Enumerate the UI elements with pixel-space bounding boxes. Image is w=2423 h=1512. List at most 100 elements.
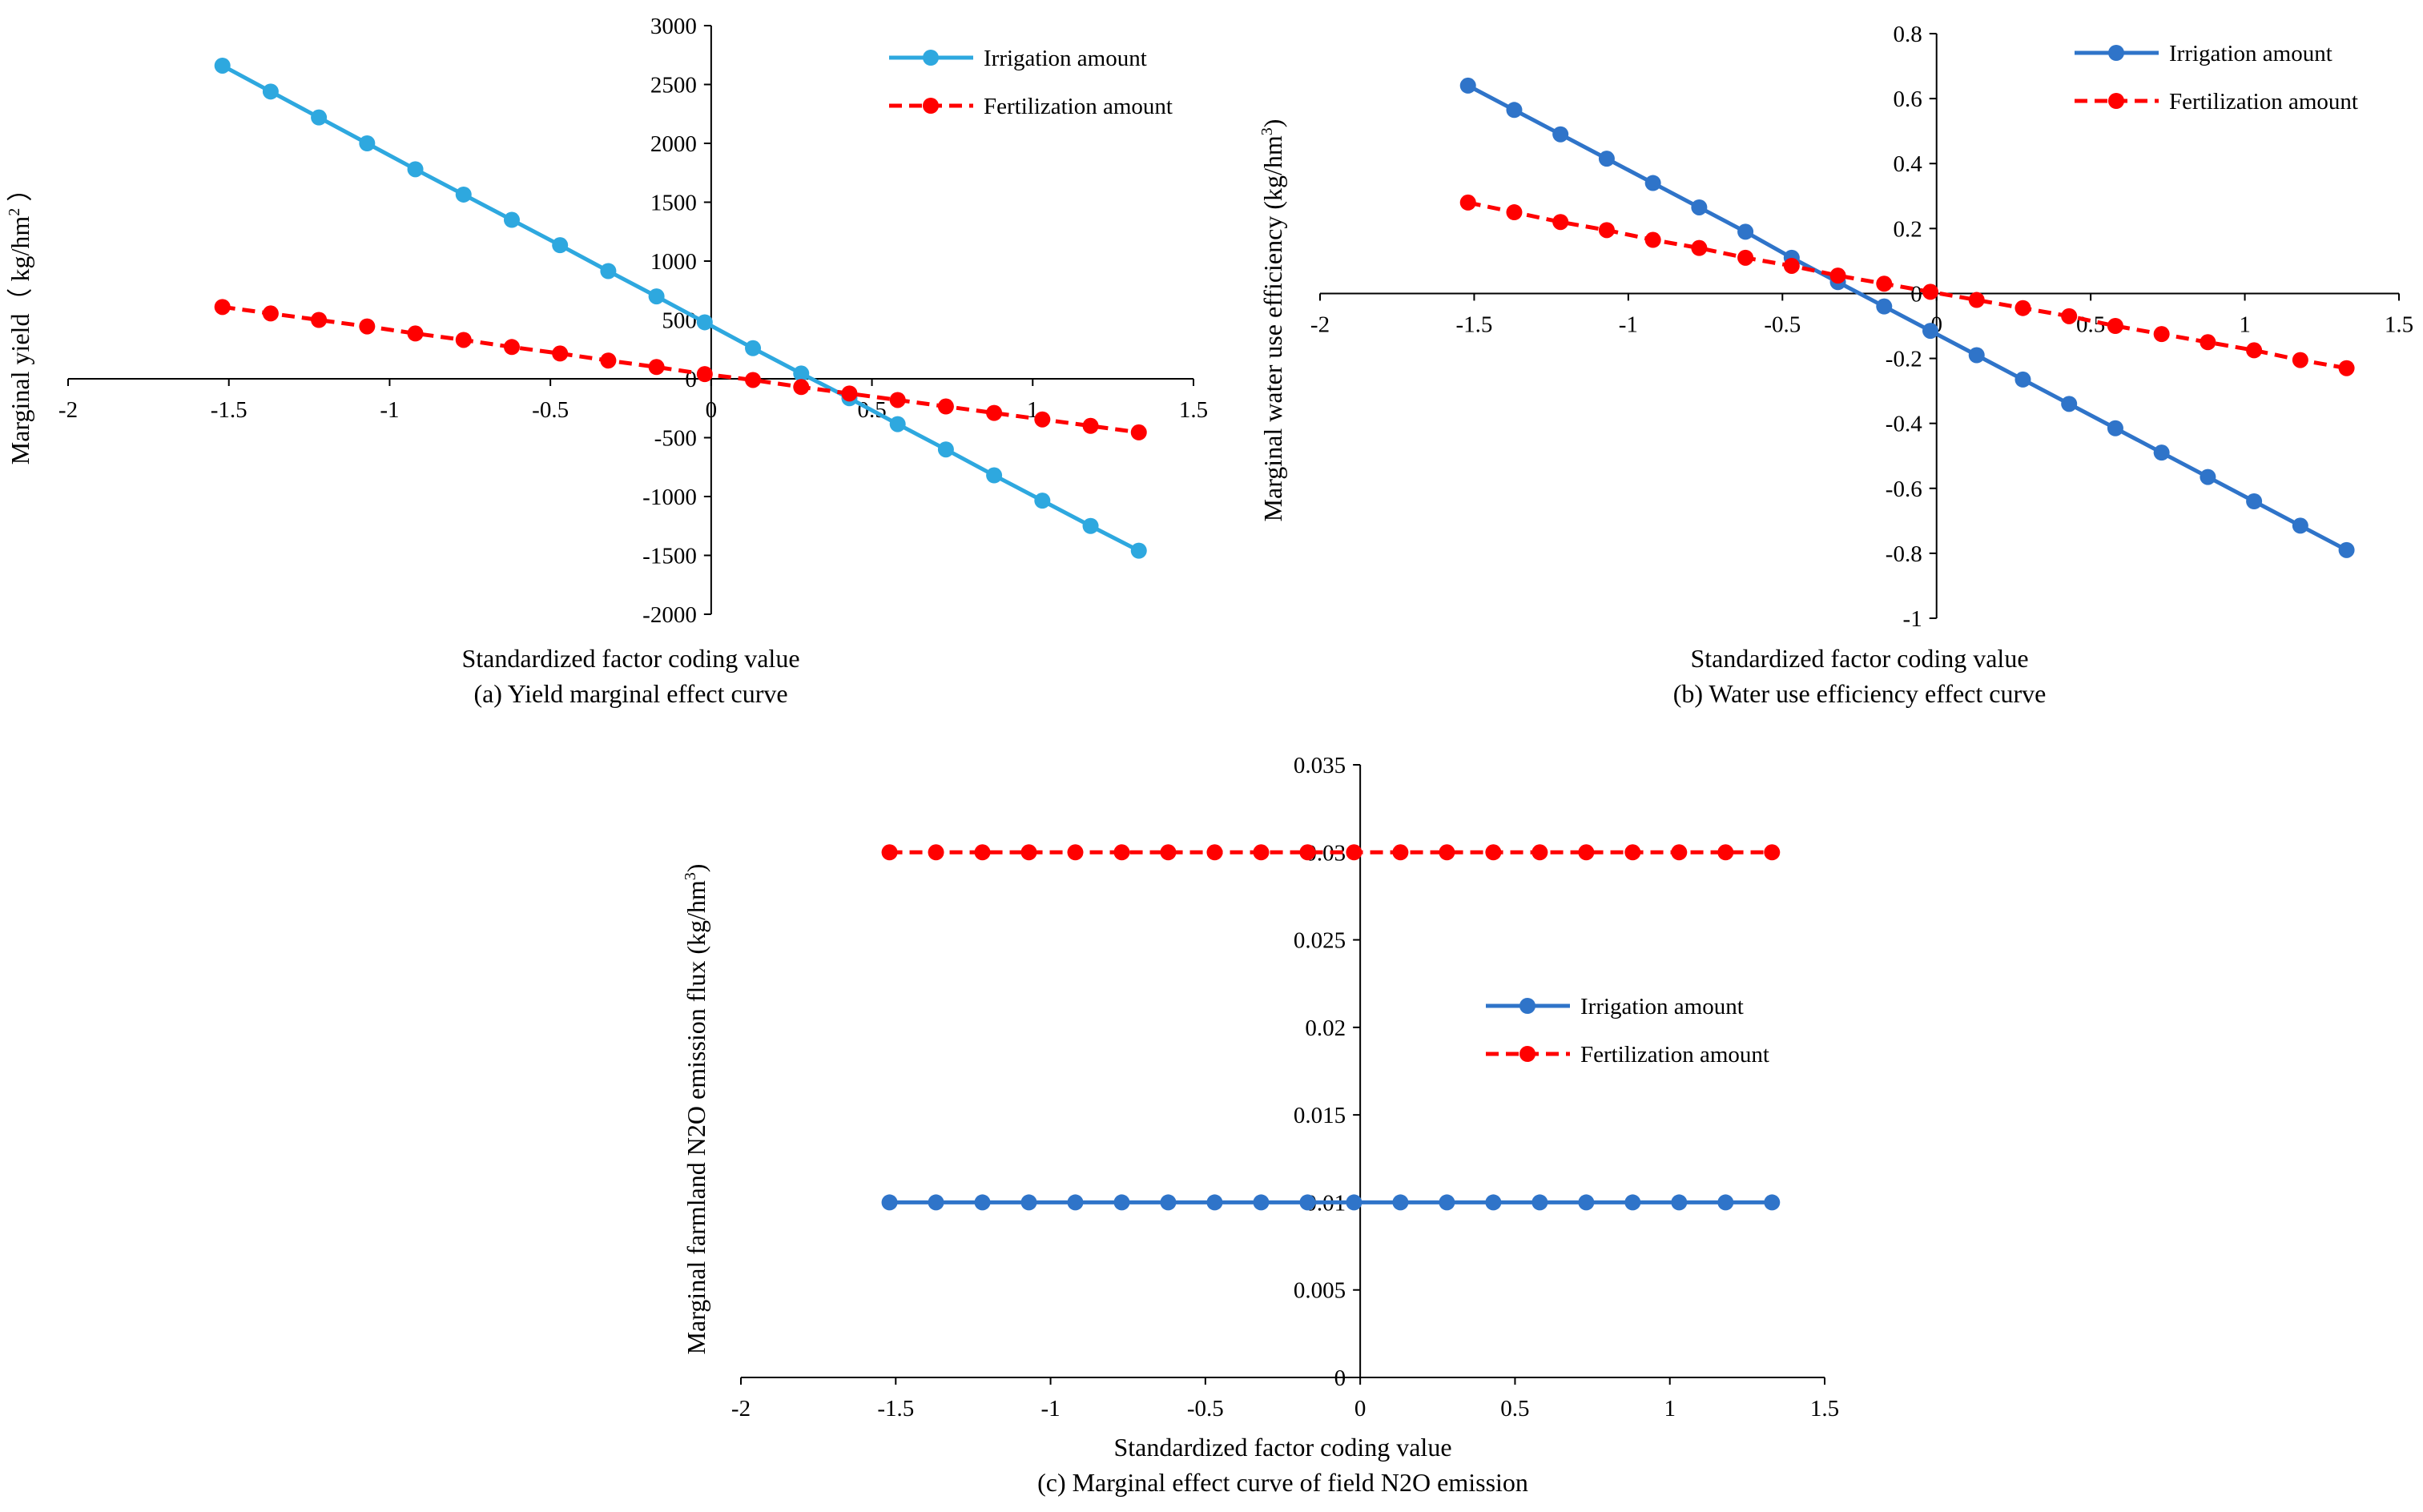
data-point (1459, 77, 1476, 94)
data-point (552, 237, 569, 254)
data-point (1624, 844, 1641, 861)
data-point (1578, 844, 1595, 861)
series-line-irrigation-amount (1467, 83, 2348, 553)
data-point (2292, 352, 2308, 368)
chart-a: -2 -1.5 -1 -0.5 0 0.5 1 1.5-2000-1500-1000-5000… (6, 14, 1208, 708)
chart-c: -2 -1.5 -1 -0.5 0 0.5 1 1.500.0050.010.0150.020… (682, 753, 1839, 1497)
x-tick-label: -1 (1619, 312, 1638, 337)
y-tick-label: -0.4 (1886, 412, 1922, 437)
data-point (1485, 844, 1502, 861)
data-point (841, 385, 858, 402)
data-point (1764, 1194, 1781, 1211)
chart-b: -2 -1.5 -1 -0.5 0 0.5 1 1.5-1-0.8-0.6-0.4-0.200… (1258, 22, 2413, 708)
y-axis-title-exponent: 3 (1258, 127, 1276, 135)
x-tick-label: -2 (731, 1396, 751, 1422)
y-tick-label: -2000 (642, 602, 697, 628)
data-point (2061, 308, 2078, 324)
data-point (1644, 175, 1661, 191)
y-tick-label: 0.025 (1294, 928, 1346, 954)
data-point (1392, 844, 1409, 861)
data-point (600, 352, 617, 369)
y-tick-label: 2500 (650, 73, 697, 99)
data-point (1439, 1194, 1455, 1211)
data-point (986, 404, 1003, 421)
data-point (1346, 844, 1362, 861)
series-line-irrigation-amount (221, 63, 1140, 553)
data-point (2246, 342, 2263, 359)
y-tick-label: 1000 (650, 249, 697, 275)
y-tick-label: 3000 (650, 14, 697, 39)
data-point (2107, 318, 2123, 334)
data-point (1764, 844, 1781, 861)
data-point (1130, 542, 1147, 559)
data-point (793, 379, 810, 396)
data-point (1968, 347, 1985, 364)
data-point (1578, 1194, 1595, 1211)
y-tick-label: 0.2 (1893, 216, 1922, 242)
y-axis-title-close: ) (1258, 119, 1287, 128)
y-tick-label: -0.8 (1886, 541, 1922, 567)
data-point (455, 332, 472, 348)
data-point (1968, 292, 1985, 308)
data-point (311, 312, 328, 328)
data-point (214, 57, 231, 74)
y-tick-label: -0.6 (1886, 477, 1922, 502)
data-point (974, 844, 991, 861)
data-point (1552, 126, 1569, 143)
legend-label: Fertilization amount (984, 94, 1173, 119)
x-tick-label: 0.5 (1500, 1396, 1529, 1422)
data-point (1392, 1194, 1409, 1211)
y-axis-title-main: Marginal farmland N2O emission flux (kg/… (682, 880, 710, 1354)
chart-caption: (a) Yield marginal effect curve (473, 679, 787, 708)
y-tick-label: -1000 (642, 485, 697, 510)
data-point (1552, 214, 1569, 231)
data-point (1531, 1194, 1548, 1211)
data-point (793, 365, 810, 382)
data-point (974, 1194, 991, 1211)
legend-label: Fertilization amount (2169, 89, 2358, 115)
legend-swatch-marker (923, 50, 939, 66)
x-tick-label: -1.5 (211, 397, 248, 423)
data-point (407, 325, 424, 342)
legend-swatch-marker (2108, 93, 2124, 109)
data-point (1067, 1194, 1084, 1211)
x-tick-label: 1.5 (1810, 1396, 1839, 1422)
data-point (881, 1194, 898, 1211)
data-point (262, 83, 279, 100)
data-point (1485, 1194, 1502, 1211)
x-tick-label: -2 (58, 397, 78, 423)
x-axis-title: Standardized factor coding value (1690, 644, 2028, 673)
data-point (2107, 420, 2123, 436)
x-tick-label: -1 (1040, 1396, 1060, 1422)
y-tick-label: 500 (662, 308, 697, 334)
legend-label: Irrigation amount (1580, 994, 1744, 1019)
data-point (2292, 517, 2308, 534)
data-point (1691, 199, 1708, 215)
data-point (1253, 844, 1270, 861)
data-point (1020, 1194, 1037, 1211)
data-point (1876, 298, 1893, 315)
data-point (1829, 267, 1846, 284)
data-point (1717, 1194, 1734, 1211)
y-axis-title-exponent: 3 (682, 872, 699, 880)
data-point (407, 161, 424, 178)
x-tick-label: -2 (1310, 312, 1330, 337)
chart-caption: (c) Marginal effect curve of field N2O e… (1037, 1468, 1528, 1497)
data-point (1130, 424, 1147, 440)
y-axis-title-close: ) (682, 864, 710, 873)
data-point (1876, 275, 1893, 292)
y-tick-label: 0.4 (1893, 151, 1922, 177)
y-tick-label: 0.6 (1893, 86, 1922, 112)
data-point (2153, 444, 2170, 461)
legend-label: Fertilization amount (1580, 1042, 1769, 1068)
data-point (2200, 468, 2216, 485)
data-point (889, 416, 906, 432)
data-point (1020, 844, 1037, 861)
data-point (262, 305, 279, 322)
data-point (1253, 1194, 1270, 1211)
data-point (937, 441, 954, 458)
x-tick-label: 1.5 (1179, 397, 1208, 423)
y-tick-label: -1500 (642, 544, 697, 569)
y-tick-label: 0.02 (1305, 1015, 1346, 1041)
